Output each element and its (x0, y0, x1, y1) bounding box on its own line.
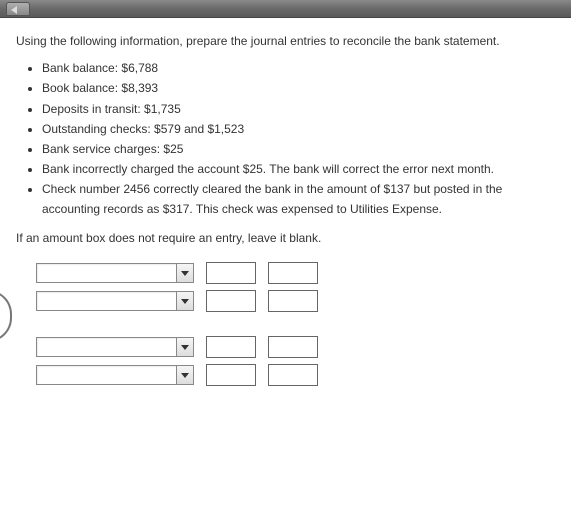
debit-box[interactable] (206, 290, 256, 312)
list-item: Bank balance: $6,788 (42, 59, 555, 78)
entry-row (36, 290, 555, 312)
question-prompt: Using the following information, prepare… (16, 32, 555, 51)
debit-box[interactable] (206, 336, 256, 358)
list-item: Check number 2456 correctly cleared the … (42, 180, 555, 218)
debit-box[interactable] (206, 364, 256, 386)
debit-box[interactable] (206, 262, 256, 284)
info-list: Bank balance: $6,788 Book balance: $8,39… (24, 59, 555, 219)
entry-row (36, 262, 555, 284)
chevron-down-icon (176, 263, 194, 283)
journal-entry-area (36, 262, 555, 386)
entry-row (36, 364, 555, 386)
question-content: Using the following information, prepare… (0, 18, 571, 412)
credit-box[interactable] (268, 336, 318, 358)
blank-note: If an amount box does not require an ent… (16, 229, 555, 248)
account-dropdown[interactable] (36, 365, 194, 385)
chevron-down-icon (176, 365, 194, 385)
credit-box[interactable] (268, 262, 318, 284)
window-top-bar (0, 0, 571, 18)
chevron-down-icon (176, 291, 194, 311)
credit-box[interactable] (268, 290, 318, 312)
back-tab-icon[interactable] (6, 2, 30, 16)
chevron-down-icon (176, 337, 194, 357)
account-dropdown[interactable] (36, 291, 194, 311)
account-dropdown[interactable] (36, 337, 194, 357)
entry-row (36, 336, 555, 358)
list-item: Deposits in transit: $1,735 (42, 100, 555, 119)
list-item: Outstanding checks: $579 and $1,523 (42, 120, 555, 139)
list-item: Book balance: $8,393 (42, 79, 555, 98)
list-item: Bank service charges: $25 (42, 140, 555, 159)
credit-box[interactable] (268, 364, 318, 386)
list-item: Bank incorrectly charged the account $25… (42, 160, 555, 179)
account-dropdown[interactable] (36, 263, 194, 283)
